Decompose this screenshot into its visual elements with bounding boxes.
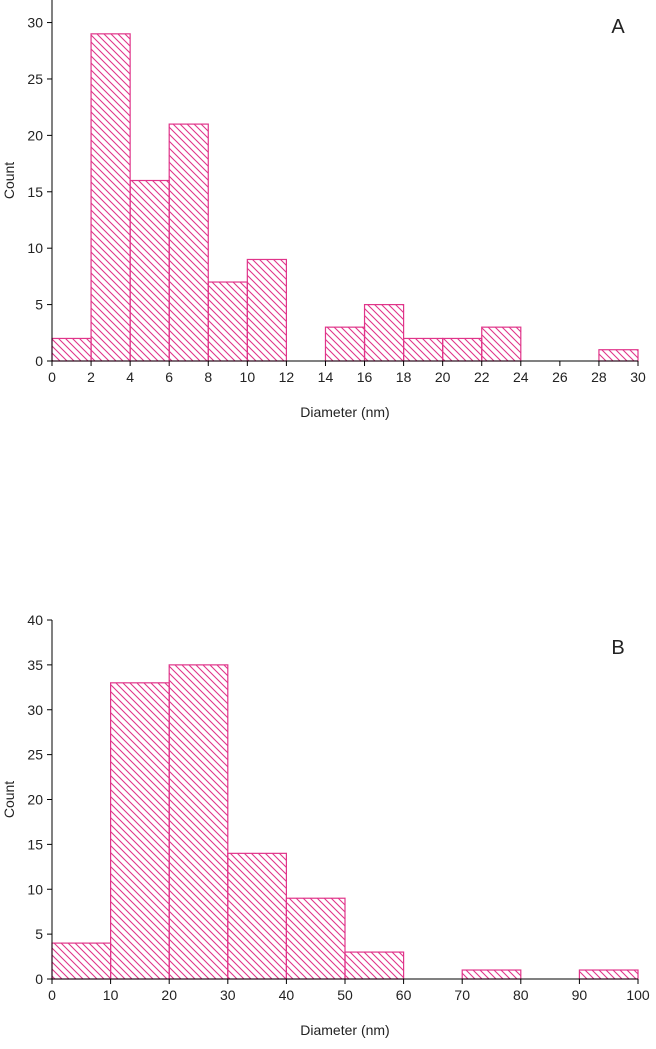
chart-1-x-tick-label-5: 50 [337,987,353,1003]
chart-0-x-tick-label-12: 24 [513,369,529,385]
chart-0-bar-0 [51,337,92,362]
chart-1-bar-9 [578,969,639,980]
chart-1-x-tick-label-4: 40 [279,987,295,1003]
chart-1-y-tick-label-6: 30 [27,702,43,718]
chart-0-bar-8 [363,303,405,362]
chart-1-y-tick-label-1: 5 [35,926,43,942]
chart-1-bar-4 [285,897,346,980]
chart-1-bar-5 [344,951,405,980]
chart-0-bar-9 [403,337,444,362]
chart-0-bar-4 [207,281,248,362]
chart-1-panel-label: B [611,637,624,659]
histogram-panel-a: 0 2 4 6 8 10 12 14 16 18 20 22 24 26 28 30051015202530D… [1,0,646,420]
chart-0-x-tick-label-5: 10 [240,369,256,385]
chart-0-y-tick-label-5: 25 [27,71,43,87]
chart-0-bar-10 [442,337,483,362]
chart-0-x-tick-label-6: 12 [279,369,295,385]
chart-0-x-tick-label-13: 26 [552,369,568,385]
chart-0-x-tick-label-11: 22 [474,369,490,385]
chart-1-bar-1 [109,682,170,980]
chart-0-bar-3 [168,123,209,362]
chart-0-y-axis-title: Count [1,162,17,199]
chart-0-x-tick-label-1: 2 [87,369,95,385]
chart-1-x-tick-label-10: 100 [626,987,650,1003]
chart-1-bar-7 [461,969,522,980]
chart-1-x-axis-title: Diameter (nm) [300,1022,389,1038]
chart-0-y-tick-label-3: 15 [27,184,43,200]
chart-1-y-tick-label-7: 35 [27,657,43,673]
chart-0-y-tick-label-6: 30 [27,15,43,31]
chart-0-x-tick-label-9: 18 [396,369,412,385]
chart-0-y-tick-label-4: 20 [27,127,43,143]
histogram-panel-b: 0 10 20 30 40 50 60 70 80 90 100 0 5 10 15 20 25 30 35 40 Di… [1,612,650,1038]
chart-0-x-tick-label-2: 4 [126,369,134,385]
chart-1-bar-0 [51,942,112,980]
chart-1-x-tick-label-2: 20 [161,987,177,1003]
chart-0-bar-14 [598,349,639,362]
chart-1-x-tick-label-8: 80 [513,987,529,1003]
chart-0-panel-label: A [611,16,625,38]
chart-0-bar-2 [129,179,170,362]
chart-0-x-tick-label-3: 6 [165,369,173,385]
chart-1-bar-3 [227,852,288,980]
chart-1-y-tick-label-0: 0 [35,971,43,987]
chart-0-y-tick-label-0: 0 [35,353,43,369]
chart-1-x-tick-label-0: 0 [48,987,56,1003]
chart-1-x-tick-label-3: 30 [220,987,236,1003]
chart-1-bar-2 [168,664,229,980]
chart-1-y-tick-label-3: 15 [27,836,43,852]
chart-0-bar-11 [481,326,522,362]
chart-0-bar-5 [246,258,287,362]
chart-0-x-tick-label-8: 16 [357,369,373,385]
chart-0-y-tick-label-1: 5 [35,297,43,313]
chart-1-y-tick-label-2: 10 [27,881,43,897]
chart-0-x-tick-label-15: 30 [630,369,646,385]
chart-1-x-tick-label-7: 70 [454,987,470,1003]
chart-0-x-tick-label-4: 8 [204,369,212,385]
chart-1-x-tick-label-9: 90 [572,987,588,1003]
chart-0-x-tick-label-0: 0 [48,369,56,385]
chart-1-y-tick-label-8: 40 [27,612,43,628]
chart-1-x-tick-label-6: 60 [396,987,412,1003]
chart-0-x-tick-label-14: 28 [591,369,607,385]
chart-0-y-tick-label-2: 10 [27,240,43,256]
chart-0-x-tick-label-10: 20 [435,369,451,385]
chart-1-y-tick-label-5: 25 [27,747,43,763]
chart-0-x-tick-label-7: 14 [318,369,334,385]
chart-1-y-axis-title: Count [1,781,17,818]
chart-1-y-tick-label-4: 20 [27,792,43,808]
chart-0-bar-7 [324,326,366,362]
chart-1-x-tick-label-1: 10 [103,987,119,1003]
chart-0-x-axis-title: Diameter (nm) [300,404,389,420]
chart-0-bar-1 [90,33,131,362]
